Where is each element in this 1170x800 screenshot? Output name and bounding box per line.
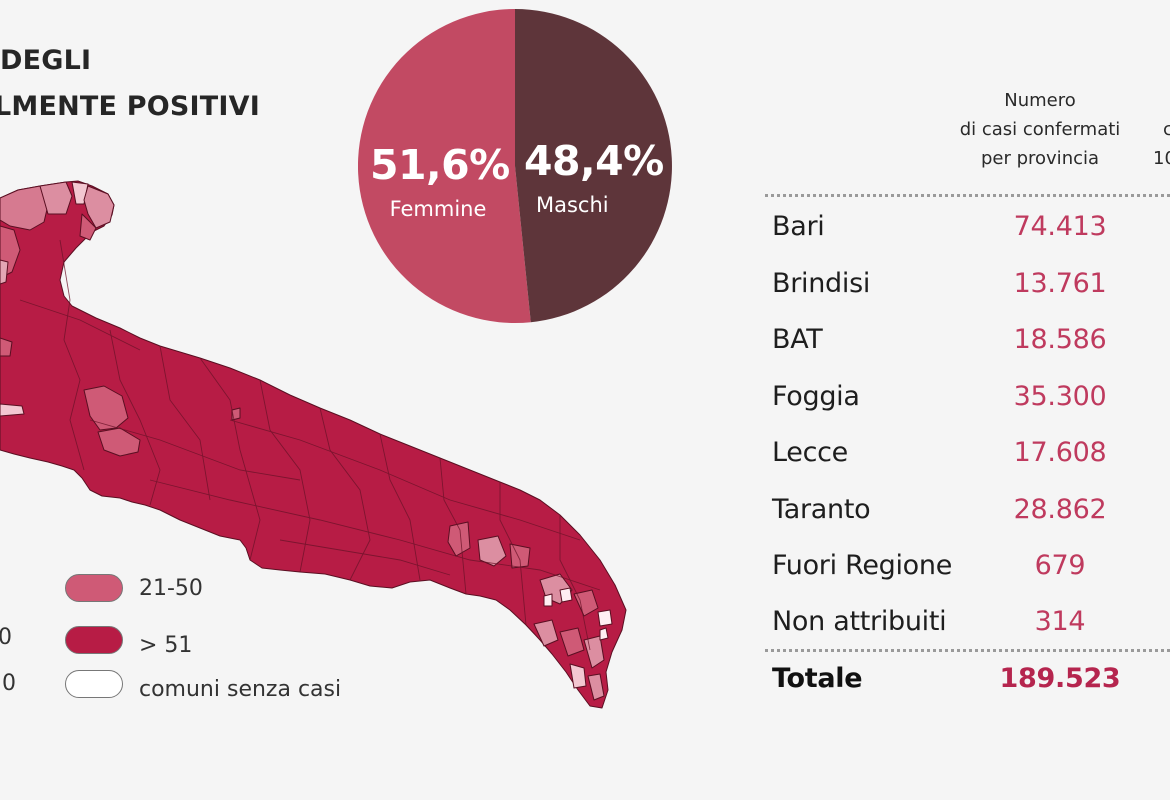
legend-label: 21-50 [139,575,203,601]
province-name: BAT [772,324,823,355]
legend-label-cut-1: 0 [0,625,12,650]
province-cases: 35.300 [1013,381,1107,412]
column-header-cases-per-province: Numero di casi confermati per provincia [940,86,1140,173]
table-divider-bottom [765,649,1170,652]
header-line-1: Numero [1004,90,1076,111]
pie-slice-female [358,9,531,323]
legend-item-no-cases: comuni senza casi [65,665,341,702]
legend-label-cut-2: 20 [0,671,16,696]
legend-item-21-50: 21-50 [65,574,203,602]
legend-label: comuni senza casi [139,677,342,702]
province-cases: 17.608 [1013,437,1107,468]
table-row: Fuori Regione 679 [772,550,1170,590]
table-row: Bari 74.413 [772,211,1170,251]
table-row-total: Totale 189.523 [772,663,1170,703]
province-name: Taranto [772,494,871,525]
table-row: Lecce 17.608 [772,437,1170,477]
header-line-2: di casi confermati [959,119,1121,140]
legend-swatch-no-cases [65,669,123,698]
province-cases: 314 [1034,606,1086,637]
table-row: BAT 18.586 [772,324,1170,364]
province-name: Bari [772,211,825,242]
table-row: Brindisi 13.761 [772,268,1170,308]
female-percentage: 51,6% [370,141,510,189]
province-cases: 74.413 [1013,211,1107,242]
puglia-municipality-map [0,180,627,709]
province-name: Non attribuiti [772,606,947,637]
pie-slice-male [515,9,672,323]
female-label: Femmine [389,197,487,221]
header-cut-line-2: 10 [1153,148,1170,169]
pie-label-male: 48,4% Maschi [524,137,664,217]
pie-label-female: 51,6% Femmine [370,141,510,221]
legend-swatch-gt-51 [65,625,123,654]
legend-item-gt-51: > 51 [65,621,192,658]
total-value: 189.523 [999,663,1121,694]
page-title: DEGLI LMENTE POSITIVI [0,38,260,130]
province-cases: 18.586 [1013,324,1107,355]
province-name: Foggia [772,381,860,412]
male-label: Maschi [536,193,609,217]
province-name: Fuori Regione [772,550,953,581]
title-line-1: DEGLI [0,45,92,76]
table-divider-top [765,194,1170,197]
male-percentage: 48,4% [524,137,664,185]
header-line-3: per provincia [980,148,1100,169]
table-row: Foggia 35.300 [772,381,1170,421]
table-row: Taranto 28.862 [772,494,1170,534]
province-cases: 13.761 [1013,268,1107,299]
province-cases: 679 [1034,550,1086,581]
legend-label: > 51 [139,633,193,658]
table-row: Non attribuiti 314 [772,606,1170,646]
header-cut-line-1: c [1163,119,1170,140]
province-name: Lecce [772,437,848,468]
total-label: Totale [772,663,863,694]
column-header-next-cut: c 10 [1153,115,1170,173]
province-name: Brindisi [772,268,871,299]
title-line-2: LMENTE POSITIVI [0,91,261,122]
gender-pie-chart [358,9,672,323]
province-cases: 28.862 [1013,494,1107,525]
legend-swatch-21-50 [65,574,123,602]
